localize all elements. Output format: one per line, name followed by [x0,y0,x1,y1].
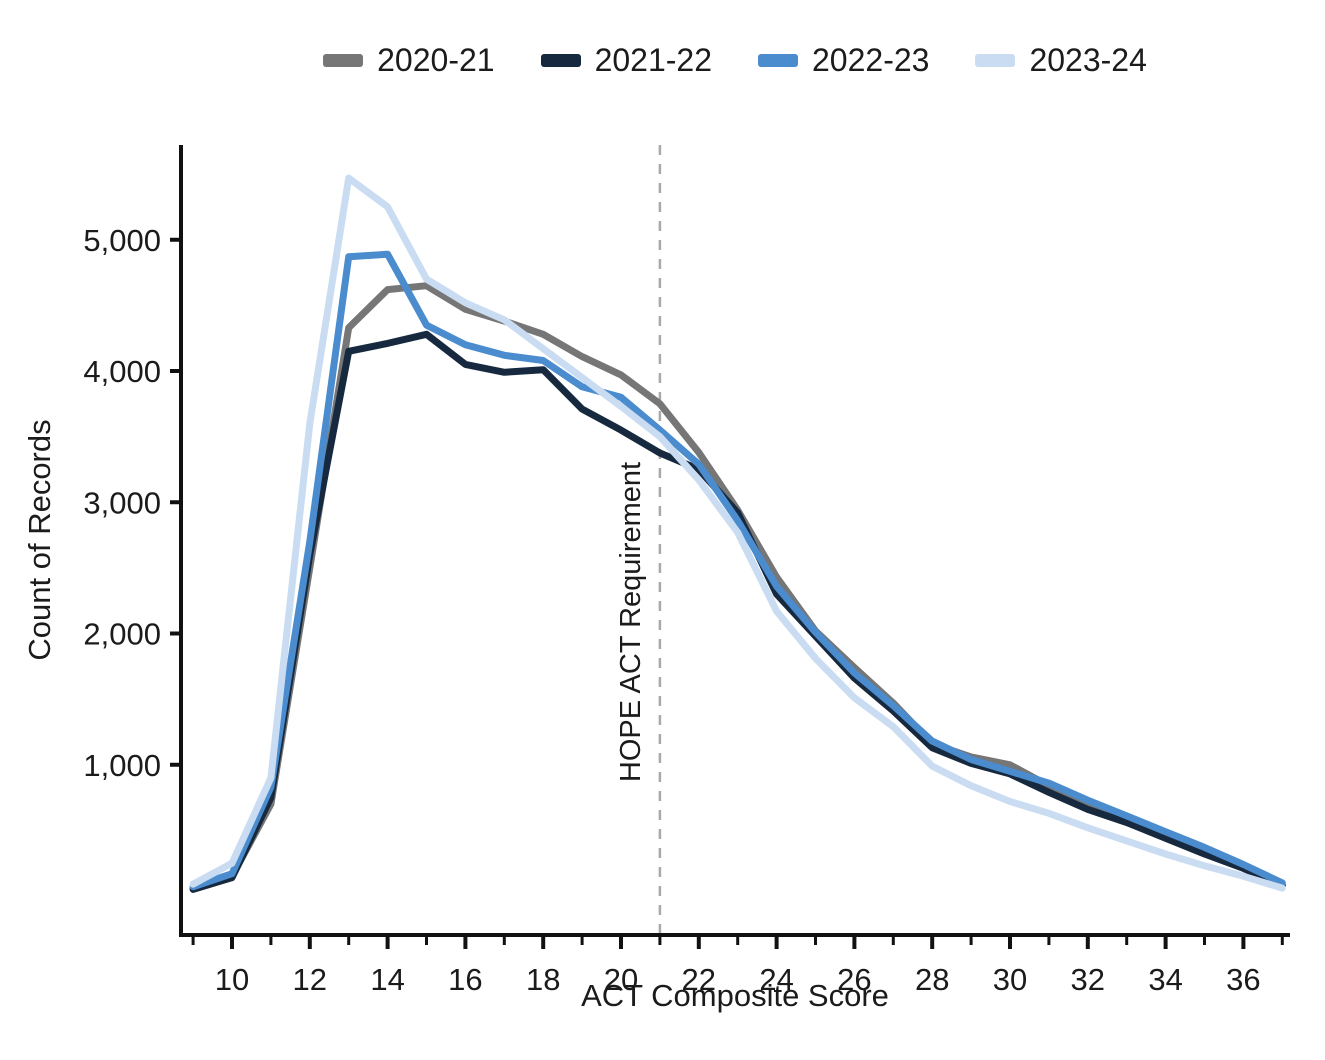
x-tick-label: 28 [915,962,949,997]
x-tick-label: 36 [1226,962,1260,997]
legend-label: 2023-24 [1029,42,1147,78]
y-tick-label: 2,000 [83,617,161,652]
x-tick-label: 34 [1148,962,1182,997]
legend-swatch-icon [975,53,1016,67]
x-tick-label: 12 [293,962,327,997]
x-tick-label: 20 [604,962,638,997]
chart-legend: 2020-21 2021-22 2022-23 2023-24 [180,44,1290,76]
reference-line-label: HOPE ACT Requirement [615,462,647,782]
legend-swatch-icon [758,53,798,67]
y-axis-title: Count of Records [22,419,57,660]
y-tick-label: 5,000 [83,223,161,258]
x-axis-title: ACT Composite Score [581,978,889,1013]
legend-item-2022-23[interactable]: 2022-23 [758,44,929,76]
y-tick-label: 4,000 [83,354,161,389]
x-tick-label: 26 [837,962,871,997]
legend-label: 2022-23 [812,42,930,78]
x-tick-label: 30 [993,962,1027,997]
axis-lines [179,145,1290,937]
legend-item-2021-22[interactable]: 2021-22 [540,42,712,78]
legend-swatch-icon [323,53,364,67]
y-tick-label: 1,000 [83,748,161,783]
x-tick-label: 18 [526,962,560,997]
legend-swatch-icon [540,53,581,67]
x-tick-label: 22 [682,962,716,997]
series-line-2020-21[interactable] [189,282,1286,892]
x-tick-label: 16 [448,962,482,997]
legend-item-2023-24[interactable]: 2023-24 [975,42,1147,78]
x-tick-label: 10 [215,962,249,997]
y-tick-label: 3,000 [83,485,161,520]
series-line-2021-22[interactable] [189,330,1286,893]
x-tick-label: 32 [1071,962,1105,997]
x-tick-label: 24 [759,962,793,997]
series-line-2022-23[interactable] [189,250,1286,891]
x-tick-label: 14 [370,962,404,997]
legend-label: 2020-21 [377,42,495,78]
legend-label: 2021-22 [594,42,712,78]
series-line-2023-24[interactable] [189,174,1286,892]
legend-item-2020-21[interactable]: 2020-21 [323,42,495,78]
